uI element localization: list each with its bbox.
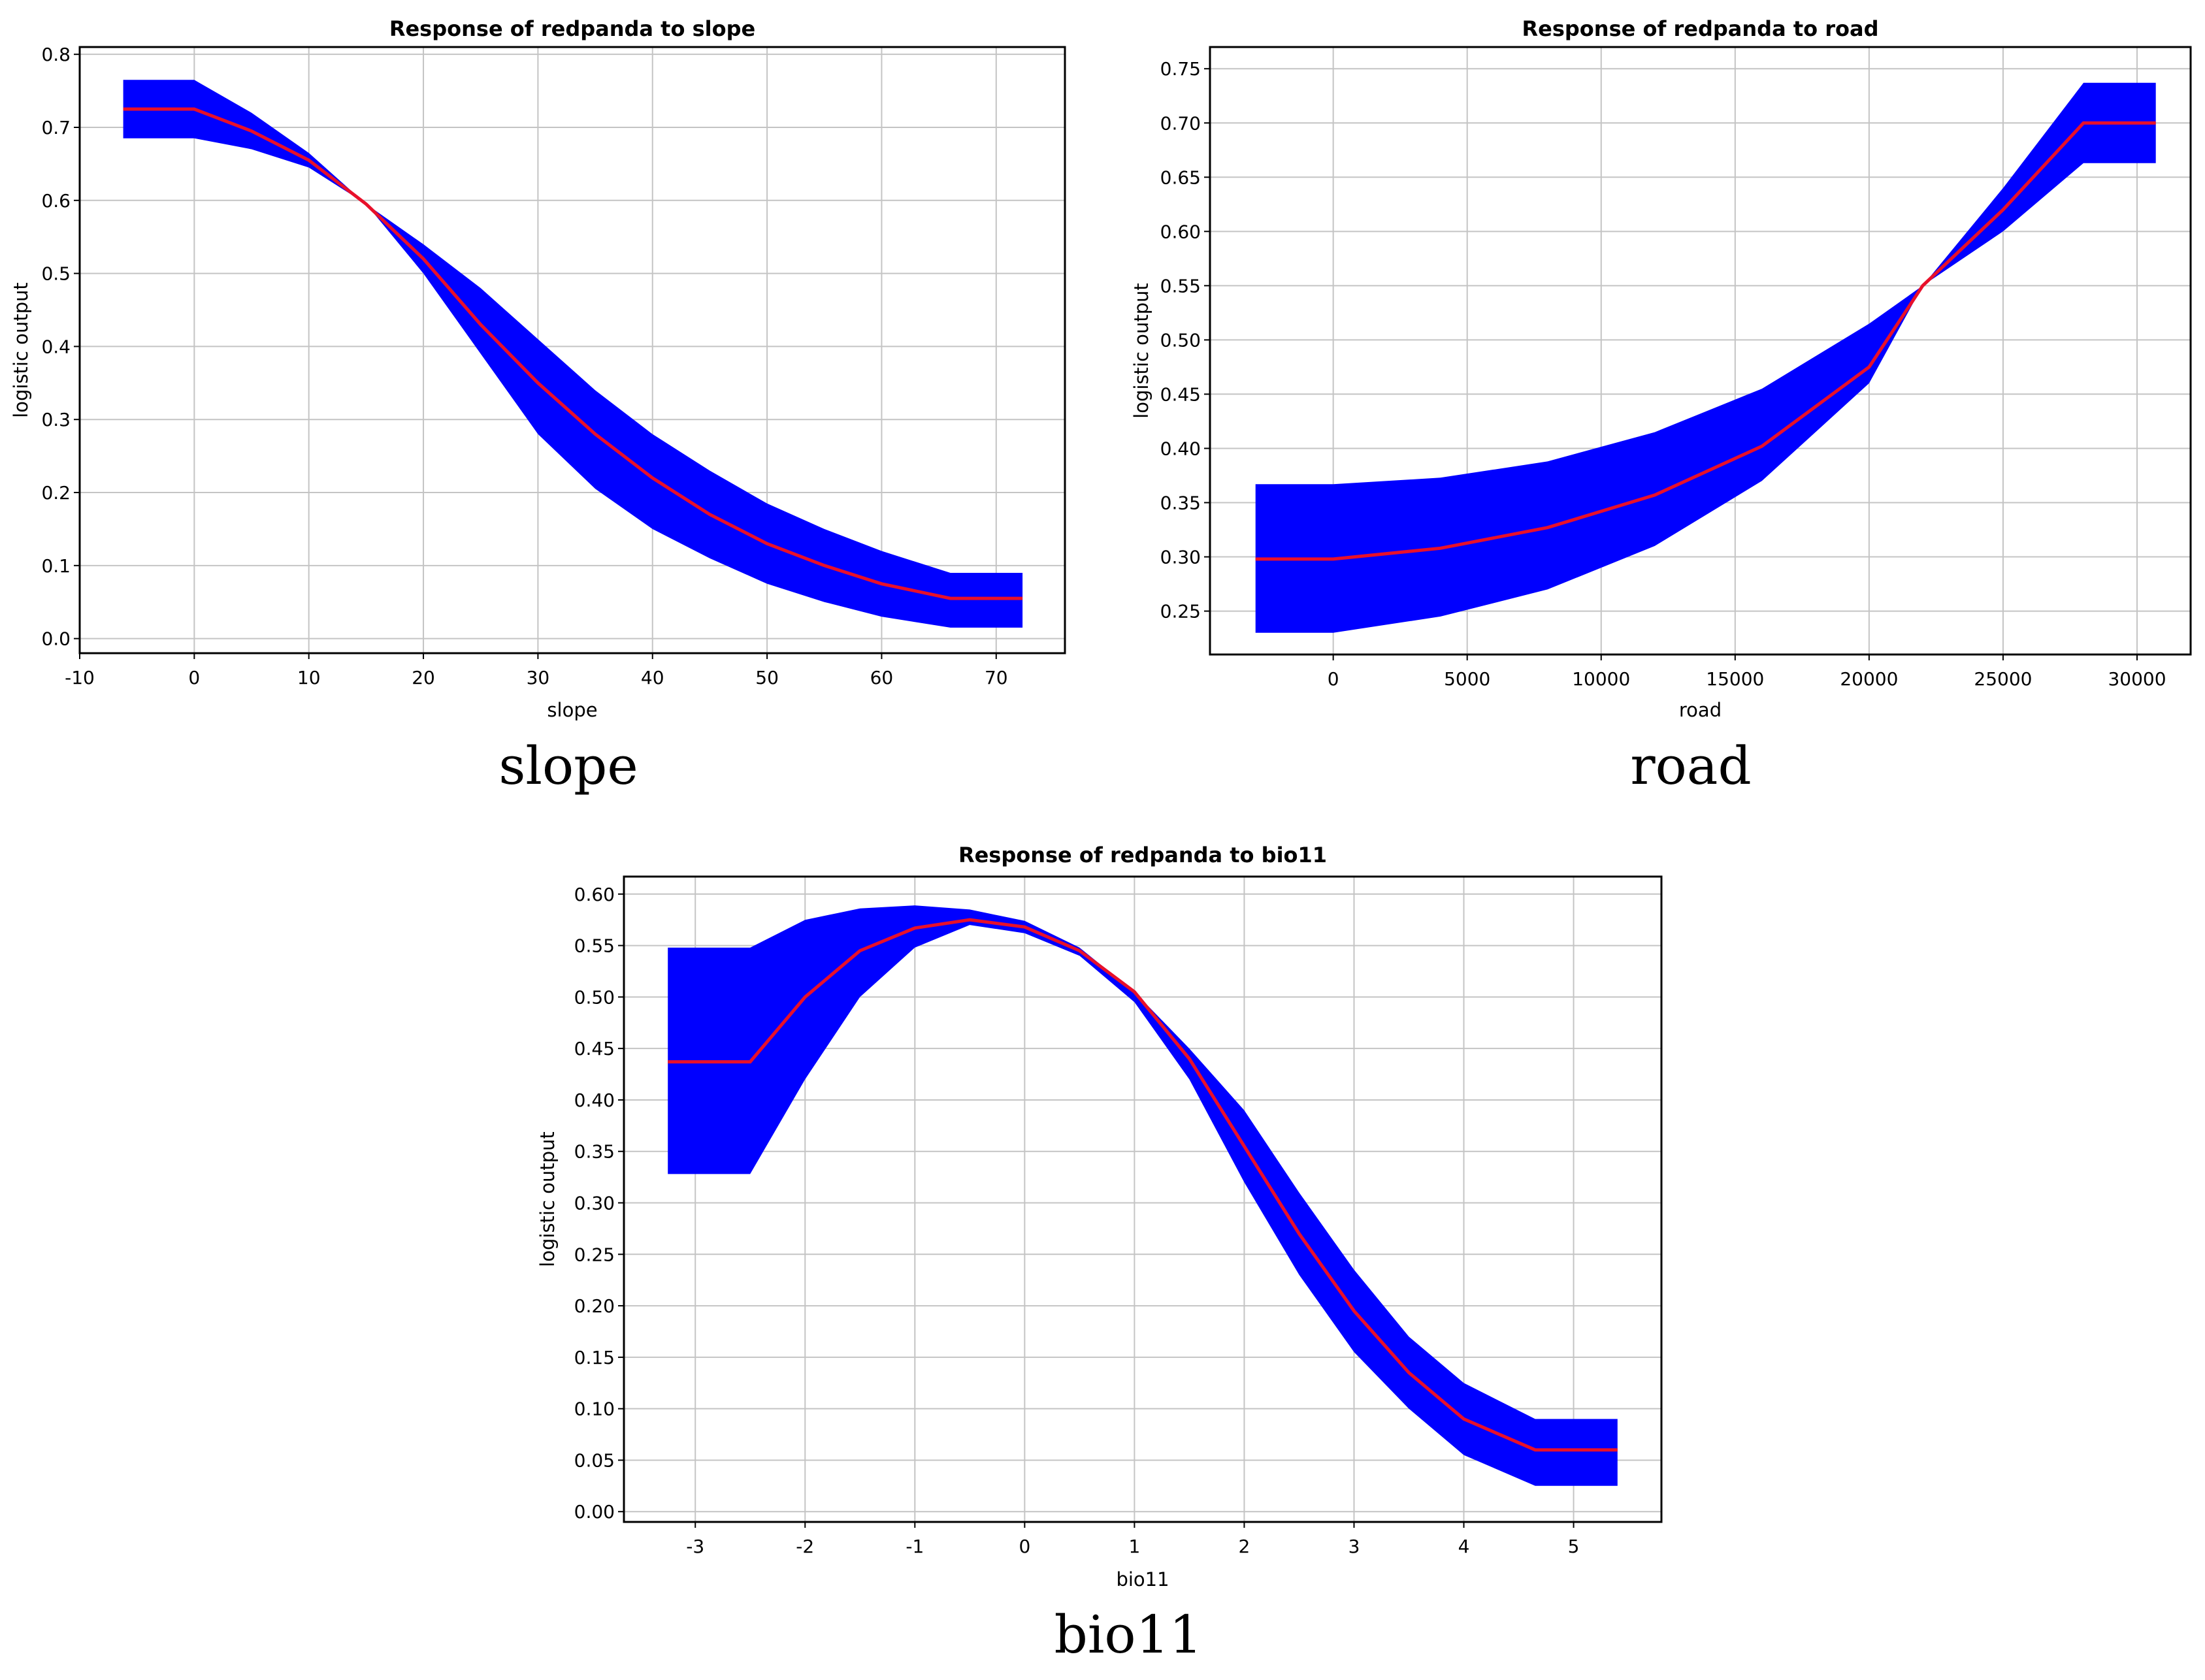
y-tick-label: 0.35	[1160, 493, 1201, 514]
x-tick-label: 50	[755, 667, 779, 688]
x-tick-label: 10000	[1572, 668, 1630, 690]
x-tick-label: -1	[906, 1536, 924, 1557]
x-tick-label: 0	[1019, 1536, 1030, 1557]
plot-frame	[623, 875, 1663, 1523]
plot-frame	[78, 46, 1066, 654]
y-tick-label: 0.6	[41, 190, 71, 212]
y-tick-label: 0.1	[41, 555, 71, 577]
mean-response-line	[123, 107, 1023, 600]
chart-panel: Response of redpanda to bio11 -3 -2 -1 0 1 2 3 4…	[536, 843, 1663, 1665]
y-tick-label: 0.3	[41, 409, 71, 430]
chart-title: Response of redpanda to bio11	[958, 843, 1327, 867]
y-tick-label: 0.7	[41, 117, 71, 138]
x-axis-label: bio11	[1116, 1568, 1169, 1591]
confidence-band	[1255, 82, 2156, 633]
x-tick-label: 30000	[2108, 668, 2166, 690]
y-tick-label: 0.50	[574, 986, 615, 1008]
y-tick-label: 0.45	[1160, 383, 1201, 405]
y-tick-label: 0.0	[41, 628, 71, 650]
chart-panel: Response of redpanda to slope -10 0 10 20 30 4…	[10, 16, 1066, 796]
x-tick-label: 0	[188, 667, 200, 688]
y-tick-label: 0.10	[574, 1398, 615, 1420]
y-tick-label: 0.05	[574, 1449, 615, 1471]
y-tick-label: 0.40	[1160, 438, 1201, 459]
y-tick-label: 0.25	[1160, 601, 1201, 622]
y-tick-label: 0.8	[41, 44, 71, 65]
chart-title: Response of redpanda to slope	[389, 16, 755, 41]
x-tick-label: 3	[1348, 1536, 1360, 1557]
x-tick-label: -2	[796, 1536, 814, 1557]
y-tick-label: 0.4	[41, 336, 71, 357]
y-tick-label: 0.15	[574, 1347, 615, 1368]
y-tick-label: 0.60	[1160, 221, 1201, 242]
x-tick-label: 0	[1328, 668, 1339, 690]
x-tick-label: 20000	[1840, 668, 1898, 690]
y-axis-label: logistic output	[10, 282, 32, 418]
panel-caption: road	[1630, 735, 1751, 796]
x-tick-label: 5000	[1444, 668, 1490, 690]
x-tick-label: 25000	[1974, 668, 2032, 690]
y-axis-label: logistic output	[1130, 283, 1152, 419]
x-tick-label: -3	[686, 1536, 704, 1557]
x-tick-label: -10	[65, 667, 95, 688]
chart-panel: Response of redpanda to road 0 5000 10000 15…	[1130, 16, 2192, 796]
x-axis-label: road	[1679, 699, 1722, 721]
chart-title: Response of redpanda to road	[1522, 16, 1879, 41]
panel-caption: slope	[498, 735, 638, 796]
mean-response-line	[668, 918, 1618, 1452]
x-axis-label: slope	[547, 699, 597, 721]
y-tick-label: 0.55	[1160, 275, 1201, 297]
y-tick-label: 0.25	[574, 1244, 615, 1265]
x-tick-label: 2	[1239, 1536, 1250, 1557]
y-tick-label: 0.60	[574, 884, 615, 905]
y-tick-label: 0.30	[1160, 547, 1201, 568]
y-tick-label: 0.65	[1160, 167, 1201, 188]
x-tick-label: 5	[1568, 1536, 1580, 1557]
x-tick-label: 60	[870, 667, 894, 688]
confidence-band	[123, 80, 1023, 628]
x-tick-label: 20	[412, 667, 435, 688]
x-tick-label: 1	[1128, 1536, 1140, 1557]
x-tick-label: 10	[297, 667, 321, 688]
x-tick-label: 40	[641, 667, 664, 688]
y-tick-label: 0.45	[574, 1038, 615, 1059]
y-axis-label: logistic output	[536, 1131, 559, 1267]
y-tick-label: 0.55	[574, 935, 615, 957]
y-tick-label: 0.5	[41, 263, 71, 285]
panel-caption: bio11	[1054, 1604, 1203, 1665]
mean-response-line	[1255, 121, 2156, 561]
y-tick-label: 0.20	[574, 1295, 615, 1317]
y-tick-label: 0.50	[1160, 329, 1201, 351]
plot-frame	[1209, 46, 2192, 656]
y-tick-label: 0.00	[574, 1501, 615, 1523]
y-tick-label: 0.40	[574, 1090, 615, 1111]
y-tick-label: 0.30	[574, 1193, 615, 1214]
x-tick-label: 30	[527, 667, 550, 688]
y-tick-label: 0.70	[1160, 112, 1201, 134]
x-tick-label: 70	[985, 667, 1008, 688]
x-tick-label: 15000	[1706, 668, 1764, 690]
x-tick-label: 4	[1458, 1536, 1470, 1557]
y-tick-label: 0.35	[574, 1141, 615, 1163]
y-tick-label: 0.75	[1160, 58, 1201, 80]
y-tick-label: 0.2	[41, 482, 71, 504]
